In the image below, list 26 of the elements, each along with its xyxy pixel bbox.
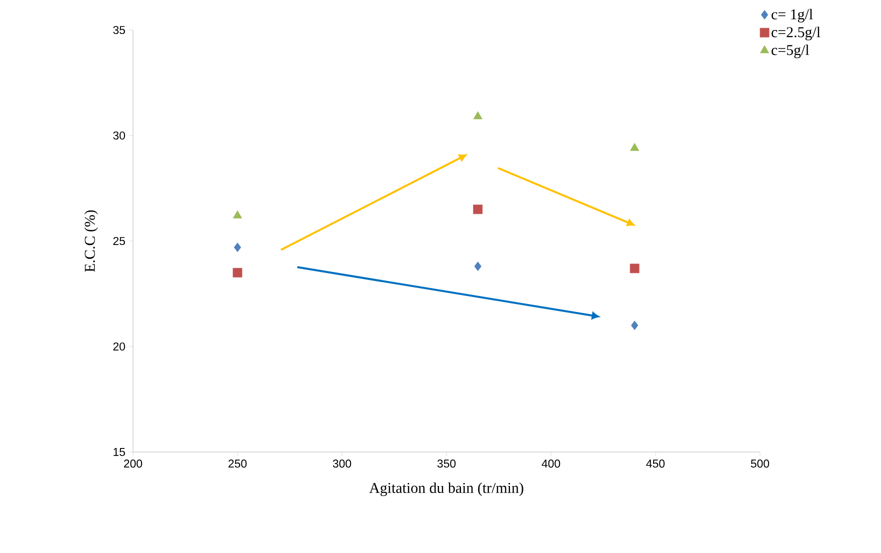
point xyxy=(473,204,483,214)
legend-label: c=2.5g/l xyxy=(772,26,820,40)
legend-label: c=5g/l xyxy=(772,44,810,58)
y-tick-label: 35 xyxy=(113,26,125,34)
x-tick-label: 500 xyxy=(750,460,770,468)
x-axis-title: Agitation du bain (tr/min) xyxy=(369,482,524,496)
y-tick-label: 30 xyxy=(113,131,126,140)
x-tick-label: 450 xyxy=(646,460,665,468)
x-tick-label: 400 xyxy=(542,460,560,468)
y-axis-title: E.C.C (%) xyxy=(84,210,98,272)
point xyxy=(630,142,640,151)
y-tick-label: 20 xyxy=(113,342,126,351)
y-tick-label: 25 xyxy=(113,236,125,246)
point xyxy=(232,268,242,278)
point xyxy=(631,320,638,330)
x-tick-label: 200 xyxy=(124,460,142,468)
legend-label: c= 1g/l xyxy=(772,8,813,22)
point xyxy=(474,262,482,272)
x-tick-label: 350 xyxy=(437,460,456,468)
point xyxy=(473,111,482,120)
x-tick-label: 300 xyxy=(332,460,352,468)
y-tick-label: 15 xyxy=(114,448,125,456)
point xyxy=(234,242,242,252)
point xyxy=(630,264,640,274)
x-tick-label: 250 xyxy=(228,460,247,468)
point xyxy=(232,210,242,218)
